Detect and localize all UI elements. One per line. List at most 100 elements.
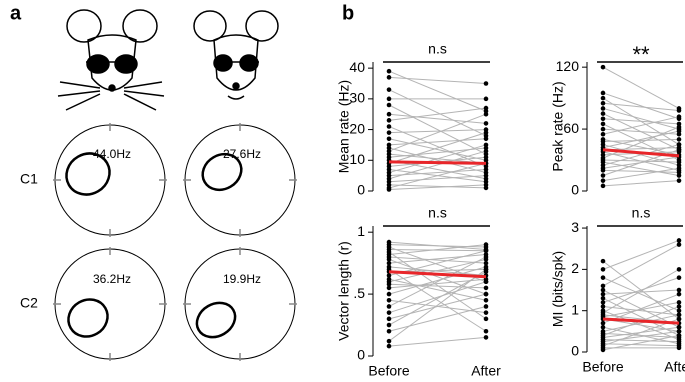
pair-line xyxy=(602,244,680,287)
dot xyxy=(386,87,392,92)
polar-frame xyxy=(54,248,166,360)
y-tick-label: 40 xyxy=(349,59,365,75)
dot xyxy=(386,260,392,266)
panel-label: a xyxy=(10,2,22,24)
pair-line xyxy=(602,301,680,318)
dot xyxy=(676,329,682,334)
pair-line xyxy=(602,138,680,142)
dot xyxy=(386,111,392,117)
dot xyxy=(386,75,392,80)
dot xyxy=(600,258,606,264)
dot xyxy=(483,316,489,322)
dot xyxy=(676,339,682,344)
y-tick-label: 20 xyxy=(349,120,365,136)
mouse-blindfolded xyxy=(57,9,165,111)
dot xyxy=(483,291,489,297)
polar-curve xyxy=(65,152,111,196)
pair-line xyxy=(388,241,487,251)
y-tick-label: 120 xyxy=(556,58,580,74)
y-axis-label: Vector length (r) xyxy=(336,241,352,341)
y-tick-label: 10 xyxy=(349,151,365,167)
sig-label: n.s xyxy=(428,205,447,221)
x-tick-label: After xyxy=(471,363,501,379)
dot xyxy=(386,297,392,303)
dot xyxy=(483,260,489,266)
pair-line xyxy=(388,113,487,152)
dot xyxy=(600,64,606,70)
dot xyxy=(676,165,682,171)
dot xyxy=(483,154,489,160)
dot xyxy=(600,111,606,116)
dot xyxy=(676,275,682,280)
pair-line xyxy=(388,268,487,342)
pair-line xyxy=(602,239,680,270)
pair-line xyxy=(388,144,487,174)
dot xyxy=(483,182,489,188)
mean-line xyxy=(388,270,487,279)
dot xyxy=(600,106,606,111)
pair-line xyxy=(388,266,487,295)
dot xyxy=(483,242,489,247)
dot xyxy=(386,343,392,349)
pair-line xyxy=(602,116,680,135)
dot xyxy=(676,124,682,130)
mean-line xyxy=(602,317,680,325)
dot xyxy=(676,137,682,142)
pair-line xyxy=(388,76,487,84)
dot xyxy=(483,310,489,315)
dot xyxy=(676,147,682,153)
dot xyxy=(386,96,392,102)
pair-line xyxy=(388,104,487,155)
panel-label: b xyxy=(342,2,354,24)
pair-line xyxy=(388,89,487,137)
mean-line xyxy=(602,148,680,158)
dot xyxy=(483,148,489,154)
dot xyxy=(676,312,682,318)
pair-line xyxy=(388,184,487,189)
y-axis-label: Peak rate (Hz) xyxy=(550,81,566,171)
dot xyxy=(483,285,489,291)
pair-line xyxy=(602,334,680,351)
dot xyxy=(600,90,606,96)
polar-frame xyxy=(184,248,296,360)
pair-line xyxy=(602,180,680,187)
pair-line xyxy=(388,244,487,255)
dot xyxy=(676,345,682,351)
dot xyxy=(483,96,489,102)
dot xyxy=(483,335,489,340)
dot xyxy=(676,267,682,272)
dot xyxy=(386,316,392,322)
dot xyxy=(600,320,606,326)
dot xyxy=(676,108,682,113)
pair-line xyxy=(388,278,487,301)
pair-line xyxy=(388,129,487,134)
pair-line xyxy=(388,175,487,183)
pair-line xyxy=(602,102,680,112)
sig-label: ** xyxy=(632,42,650,67)
dot xyxy=(676,324,682,330)
pair-line xyxy=(602,66,680,109)
pair-line xyxy=(388,336,487,347)
dot xyxy=(483,142,489,148)
pair-line xyxy=(602,289,680,295)
pair-line xyxy=(602,332,680,339)
dot xyxy=(483,267,489,272)
dot xyxy=(483,304,489,309)
pair-line xyxy=(388,293,487,320)
dot xyxy=(483,328,489,334)
dot xyxy=(676,114,682,119)
polar-curve xyxy=(201,152,243,192)
pair-line xyxy=(388,162,487,189)
polar-curve xyxy=(195,301,237,339)
pair-line xyxy=(602,130,680,149)
dot xyxy=(483,254,489,260)
y-axis-label: MI (bits/spk) xyxy=(550,251,566,327)
x-tick-label: After xyxy=(664,359,685,375)
pair-line xyxy=(602,314,680,332)
dot xyxy=(386,281,392,287)
dot xyxy=(483,121,489,126)
dot xyxy=(600,283,606,289)
y-tick-label: 0 xyxy=(571,182,579,198)
dot xyxy=(676,159,682,165)
